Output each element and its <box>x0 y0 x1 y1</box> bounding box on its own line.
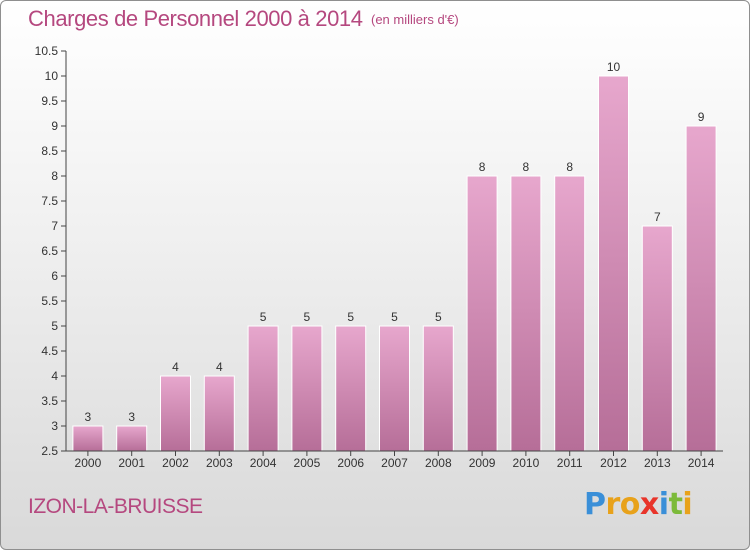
bar <box>554 175 586 452</box>
data-label: 5 <box>435 310 442 324</box>
data-label: 7 <box>654 210 661 224</box>
commune-name: IZON-LA-BRUISSE <box>28 495 203 518</box>
data-label: 8 <box>523 160 530 174</box>
data-label: 5 <box>260 310 267 324</box>
y-tick-label: 4.5 <box>41 344 58 358</box>
logo-letter: t <box>668 487 683 522</box>
bar <box>379 325 410 452</box>
data-label: 5 <box>347 310 354 324</box>
bar <box>203 375 235 452</box>
y-tick-label: 8.5 <box>41 144 58 158</box>
logo-letter: x <box>639 487 659 522</box>
data-label: 4 <box>216 360 223 374</box>
bar <box>335 325 367 452</box>
x-tick-label: 2001 <box>118 456 145 470</box>
x-tick-label: 2003 <box>206 456 233 470</box>
y-tick-label: 10.5 <box>35 44 59 58</box>
bar <box>598 75 629 452</box>
bar <box>422 325 454 452</box>
y-tick-label: 5 <box>51 319 58 333</box>
data-label: 4 <box>172 360 179 374</box>
data-label: 5 <box>304 310 311 324</box>
logo-letter: i <box>658 487 669 522</box>
chart-title: Charges de Personnel 2000 à 2014 <box>28 6 363 31</box>
x-tick-label: 2004 <box>250 456 277 470</box>
bar <box>291 325 323 452</box>
x-tick-label: 2000 <box>75 456 102 470</box>
x-tick-label: 2013 <box>644 456 671 470</box>
y-tick-label: 10 <box>45 69 59 83</box>
y-tick-label: 9.5 <box>41 94 58 108</box>
y-tick-label: 7 <box>51 219 58 233</box>
x-tick-label: 2008 <box>425 456 452 470</box>
bar <box>510 175 542 452</box>
y-tick-label: 9 <box>51 119 58 133</box>
x-tick-label: 2002 <box>162 456 189 470</box>
bar <box>247 325 279 452</box>
data-label: 5 <box>391 310 398 324</box>
bar <box>466 175 498 452</box>
bar <box>685 125 717 452</box>
data-label: 3 <box>85 410 92 424</box>
x-tick-label: 2014 <box>688 456 715 470</box>
chart-unit: (en milliers d'€) <box>371 12 459 27</box>
data-label: 8 <box>566 160 573 174</box>
data-label: 10 <box>607 60 621 74</box>
logo-letter: r <box>605 487 621 522</box>
bar <box>116 425 148 452</box>
x-tick-label: 2011 <box>557 456 583 470</box>
bar <box>641 225 673 452</box>
bar <box>72 425 104 452</box>
data-label: 8 <box>479 160 486 174</box>
y-tick-label: 6.5 <box>41 244 58 258</box>
logo-letter: i <box>682 487 693 522</box>
x-tick-label: 2009 <box>469 456 496 470</box>
y-tick-label: 3.5 <box>41 394 58 408</box>
y-tick-label: 7.5 <box>41 194 58 208</box>
data-label: 3 <box>128 410 135 424</box>
x-tick-label: 2006 <box>337 456 364 470</box>
x-tick-label: 2010 <box>513 456 540 470</box>
bar <box>160 375 191 452</box>
y-tick-label: 3 <box>51 419 58 433</box>
logo-letter: P <box>584 487 606 522</box>
data-label: 9 <box>698 110 705 124</box>
y-tick-label: 5.5 <box>41 294 58 308</box>
x-tick-label: 2005 <box>294 456 321 470</box>
y-tick-label: 6 <box>51 269 58 283</box>
proxiti-logo[interactable]: Proxiti <box>584 487 693 522</box>
y-tick-label: 8 <box>51 169 58 183</box>
x-tick-label: 2007 <box>381 456 408 470</box>
logo-letter: o <box>619 487 641 522</box>
y-tick-label: 2.5 <box>41 444 58 458</box>
y-tick-label: 4 <box>51 369 58 383</box>
x-tick-label: 2012 <box>600 456 627 470</box>
